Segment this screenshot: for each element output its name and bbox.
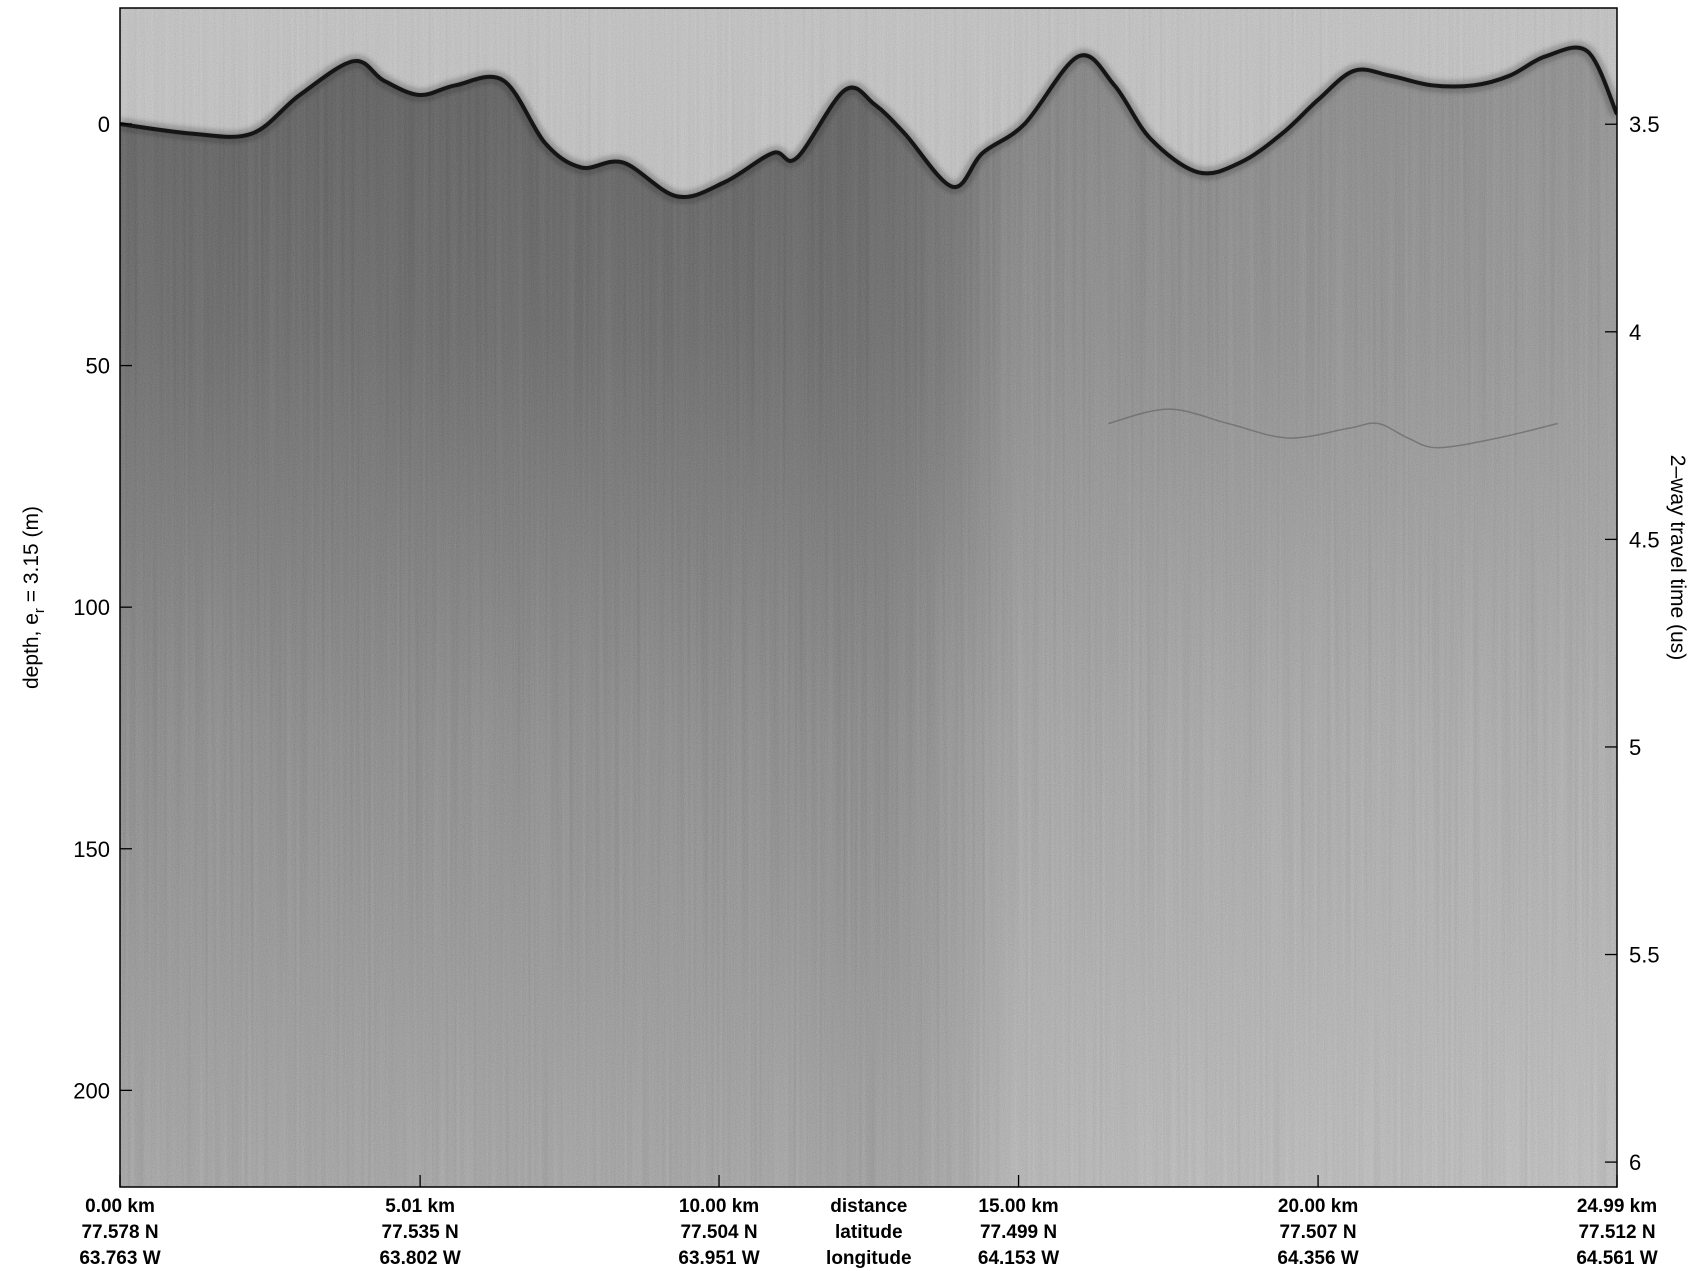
latitude-label: 77.507 N bbox=[1280, 1222, 1357, 1243]
distance-label: 10.00 km bbox=[679, 1196, 759, 1217]
distance-label: 5.01 km bbox=[385, 1196, 455, 1217]
surface-reflector bbox=[120, 45, 1617, 200]
echogram-plot-area bbox=[120, 8, 1617, 1187]
depth-tick-label: 150 bbox=[73, 837, 110, 862]
depth-axis: 0 50 100 150 200 bbox=[73, 112, 132, 1103]
latitude-label: 77.499 N bbox=[980, 1222, 1057, 1243]
depth-axis-title-subscript: r bbox=[31, 608, 48, 613]
depth-tick-label: 200 bbox=[73, 1078, 110, 1103]
row-name-longitude: longitude bbox=[826, 1248, 911, 1269]
row-name-latitude: latitude bbox=[835, 1222, 903, 1243]
travel-time-tick-label: 4.5 bbox=[1629, 527, 1660, 552]
travel-time-tick-label: 5.5 bbox=[1629, 943, 1660, 968]
distance-axis bbox=[119, 1175, 1618, 1187]
distance-label: 24.99 km bbox=[1577, 1196, 1657, 1217]
longitude-label: 63.802 W bbox=[379, 1248, 460, 1269]
depth-tick-label: 50 bbox=[86, 354, 110, 379]
latitude-label: 77.504 N bbox=[680, 1222, 757, 1243]
depth-axis-title-main: depth, e bbox=[20, 613, 43, 689]
row-name-distance: distance bbox=[830, 1196, 907, 1217]
depth-tick-label: 100 bbox=[73, 595, 110, 620]
travel-time-tick-label: 6 bbox=[1629, 1150, 1641, 1175]
latitude-label: 77.512 N bbox=[1578, 1222, 1655, 1243]
depth-axis-title: depth, er = 3.15 (m) bbox=[20, 506, 48, 689]
distance-latitude-longitude-labels: 0.00 km 77.578 N 63.763 W 5.01 km 77.535 N 63… bbox=[79, 1196, 1657, 1269]
longitude-label: 63.763 W bbox=[79, 1248, 160, 1269]
latitude-label: 77.535 N bbox=[382, 1222, 459, 1243]
latitude-label: 77.578 N bbox=[81, 1222, 158, 1243]
distance-label: 20.00 km bbox=[1278, 1196, 1358, 1217]
depth-axis-title-tail: = 3.15 (m) bbox=[20, 506, 43, 608]
longitude-label: 64.356 W bbox=[1277, 1248, 1358, 1269]
plot-frame bbox=[119, 7, 1618, 1188]
longitude-label: 64.153 W bbox=[978, 1248, 1059, 1269]
distance-label: 0.00 km bbox=[85, 1196, 155, 1217]
longitude-label: 63.951 W bbox=[678, 1248, 759, 1269]
longitude-label: 64.561 W bbox=[1576, 1248, 1657, 1269]
travel-time-tick-label: 4 bbox=[1629, 320, 1641, 345]
speckle-noise bbox=[120, 8, 1617, 1187]
travel-time-axis: 3.5 4 4.5 5 5.5 6 bbox=[1605, 112, 1660, 1175]
travel-time-axis-title: 2–way travel time (us) bbox=[1666, 455, 1689, 660]
depth-tick-label: 0 bbox=[98, 112, 110, 137]
travel-time-tick-label: 5 bbox=[1629, 735, 1641, 760]
internal-layer-reflector bbox=[1108, 408, 1558, 449]
distance-label: 15.00 km bbox=[978, 1196, 1058, 1217]
travel-time-tick-label: 3.5 bbox=[1629, 112, 1660, 137]
